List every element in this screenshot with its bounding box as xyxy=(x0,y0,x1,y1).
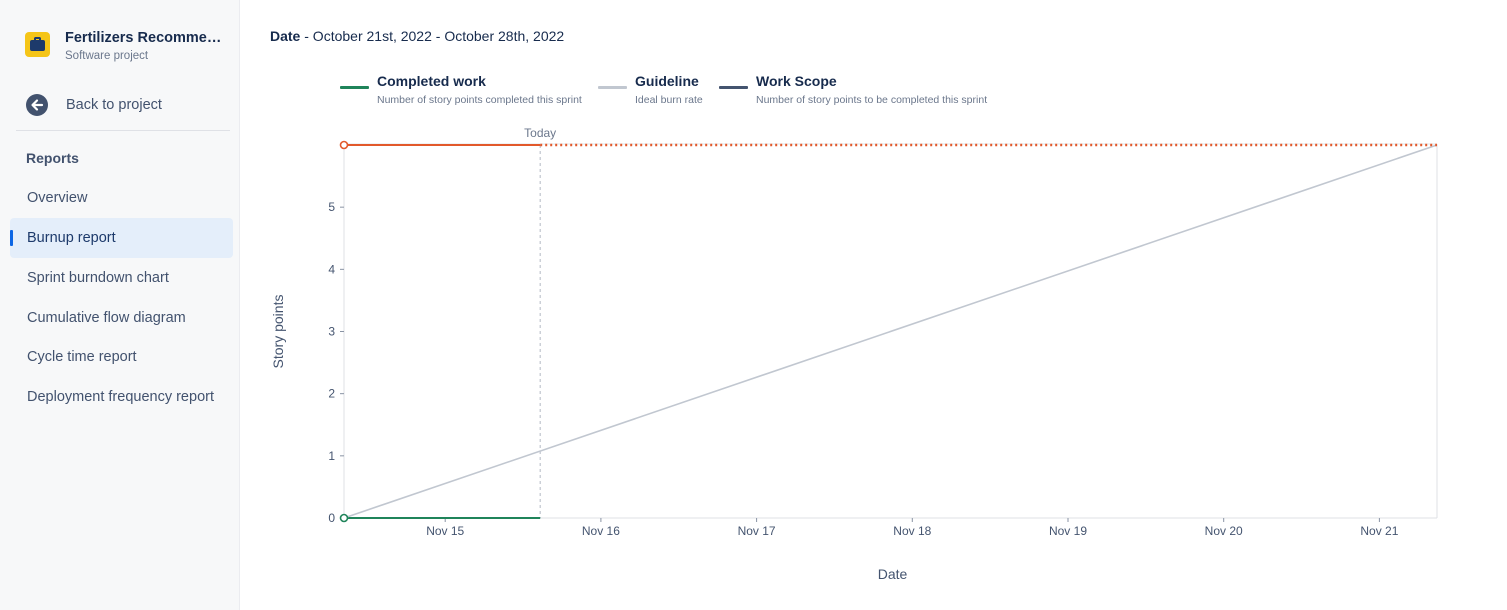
series-guideline-line xyxy=(343,144,1438,519)
project-header[interactable]: Fertilizers Recommend... Software projec… xyxy=(25,27,235,67)
sidebar-item-overview[interactable]: Overview xyxy=(10,178,233,218)
legend-swatch xyxy=(598,86,627,89)
x-tick-label: Nov 19 xyxy=(1049,524,1087,538)
y-tick-label: 2 xyxy=(328,387,335,401)
legend-swatch xyxy=(340,86,369,89)
reports-heading: Reports xyxy=(26,150,79,166)
arrow-left-circle-icon xyxy=(26,94,48,116)
x-tick-label: Nov 20 xyxy=(1205,524,1243,538)
sidebar-item-label: Sprint burndown chart xyxy=(27,270,169,286)
project-type: Software project xyxy=(65,50,149,62)
legend-description: Ideal burn rate xyxy=(635,94,703,106)
completed-work-start-marker xyxy=(339,513,349,523)
sidebar-item-burnup-report[interactable]: Burnup report xyxy=(10,218,233,258)
sidebar-item-deployment-frequency-report[interactable]: Deployment frequency report xyxy=(10,377,233,417)
work-scope-start-marker xyxy=(339,140,349,150)
back-to-project-link[interactable]: Back to project xyxy=(26,93,226,117)
sidebar-item-cycle-time-report[interactable]: Cycle time report xyxy=(10,337,233,377)
sidebar: Fertilizers Recommend... Software projec… xyxy=(0,0,240,610)
project-name: Fertilizers Recommend... xyxy=(65,30,227,46)
legend-description: Number of story points completed this sp… xyxy=(377,94,582,106)
date-label: Date xyxy=(270,28,301,44)
date-range-value: - October 21st, 2022 - October 28th, 202… xyxy=(300,28,565,44)
legend-swatch xyxy=(719,86,748,89)
y-tick-label: 4 xyxy=(328,262,335,276)
sidebar-item-label: Cycle time report xyxy=(27,349,137,365)
burnup-chart: 0 1 2 3 4 5 Nov 15 Nov 16 Nov 17 Nov 18 Nov 19 Nov … xyxy=(270,126,1438,582)
sidebar-item-label: Burnup report xyxy=(27,230,116,246)
legend-title: Guideline xyxy=(635,73,699,89)
active-indicator xyxy=(10,230,13,246)
legend-title: Completed work xyxy=(377,73,486,89)
back-to-project-label: Back to project xyxy=(66,97,162,113)
sidebar-item-sprint-burndown-chart[interactable]: Sprint burndown chart xyxy=(10,258,233,298)
x-tick-label: Nov 21 xyxy=(1360,524,1398,538)
y-axis-label: Story points xyxy=(270,295,286,369)
x-axis-label: Date xyxy=(878,566,908,582)
sidebar-item-cumulative-flow-diagram[interactable]: Cumulative flow diagram xyxy=(10,298,233,338)
sidebar-item-label: Cumulative flow diagram xyxy=(27,310,186,326)
briefcase-icon xyxy=(25,32,50,57)
today-label: Today xyxy=(524,126,556,140)
y-tick-label: 0 xyxy=(328,511,335,525)
x-tick-label: Nov 15 xyxy=(426,524,464,538)
legend-title: Work Scope xyxy=(756,73,837,89)
sidebar-item-label: Overview xyxy=(27,190,88,206)
sidebar-divider xyxy=(16,130,230,131)
report-main: Date - October 21st, 2022 - October 28th… xyxy=(241,0,1507,610)
x-tick-label: Nov 18 xyxy=(893,524,931,538)
x-tick-label: Nov 17 xyxy=(738,524,776,538)
y-tick-label: 3 xyxy=(328,325,335,339)
date-range: Date - October 21st, 2022 - October 28th… xyxy=(270,28,564,44)
sidebar-item-label: Deployment frequency report xyxy=(27,389,214,405)
y-tick-label: 5 xyxy=(328,200,335,214)
legend-description: Number of story points to be completed t… xyxy=(756,94,988,106)
x-tick-label: Nov 16 xyxy=(582,524,620,538)
y-tick-label: 1 xyxy=(328,449,335,463)
